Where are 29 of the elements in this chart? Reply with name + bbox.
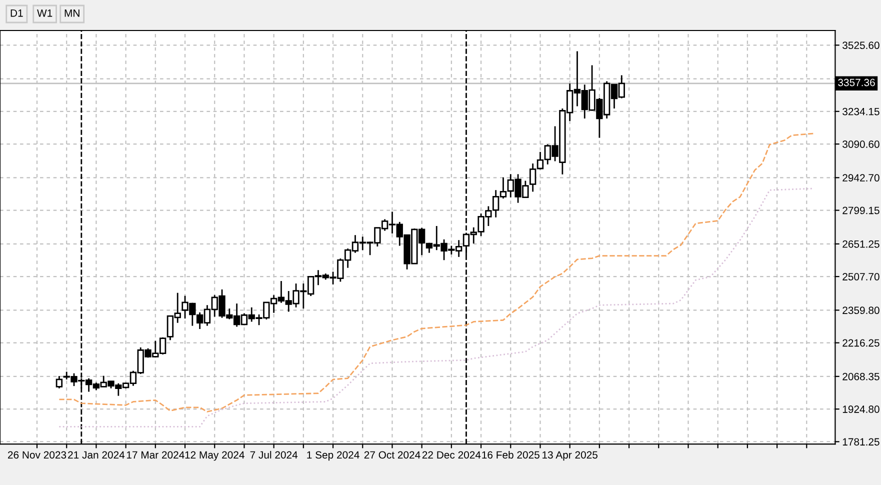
line-series bbox=[58, 188, 815, 428]
y-tick-label: 3525.60 bbox=[842, 42, 880, 50]
x-tick-label: 21 Jan 2024 bbox=[68, 451, 125, 459]
y-tick-label: 2942.70 bbox=[842, 174, 880, 182]
y-tick-label: 2651.25 bbox=[842, 240, 880, 248]
y-tick-label: 2359.80 bbox=[842, 306, 880, 314]
line-series bbox=[58, 132, 815, 412]
x-tick-label: 27 Oct 2024 bbox=[364, 451, 420, 459]
ref-line-label: 3357.36 bbox=[838, 78, 875, 86]
y-tick-label: 1924.80 bbox=[842, 406, 880, 413]
y-tick-label: 1781.25 bbox=[842, 438, 880, 446]
x-tick-label: 12 May 2024 bbox=[185, 451, 244, 461]
candlestick bbox=[56, 375, 63, 390]
x-tick-label: 13 Apr 2025 bbox=[542, 451, 598, 461]
y-tick-label: 2799.15 bbox=[842, 206, 880, 214]
x-tick-label: 16 Feb 2025 bbox=[482, 450, 540, 459]
x-tick-label: 7 Jul 2024 bbox=[250, 450, 298, 459]
text: D1 bbox=[10, 10, 23, 17]
x-tick-label: 1 Sep 2024 bbox=[307, 451, 360, 461]
y-tick-label: 2068.35 bbox=[842, 372, 880, 380]
text: MN bbox=[64, 10, 80, 17]
y-tick-label: 2216.25 bbox=[842, 339, 880, 347]
y-tick-label: 2507.70 bbox=[842, 273, 880, 280]
text: W1 bbox=[37, 10, 52, 17]
y-tick-label: 3234.15 bbox=[842, 108, 880, 116]
x-tick-label: 22 Dec 2024 bbox=[422, 451, 481, 459]
x-tick-label: 26 Nov 2023 bbox=[8, 451, 66, 459]
x-tick-label: 17 Mar 2024 bbox=[126, 451, 184, 459]
y-tick-label: 3090.60 bbox=[842, 140, 880, 148]
